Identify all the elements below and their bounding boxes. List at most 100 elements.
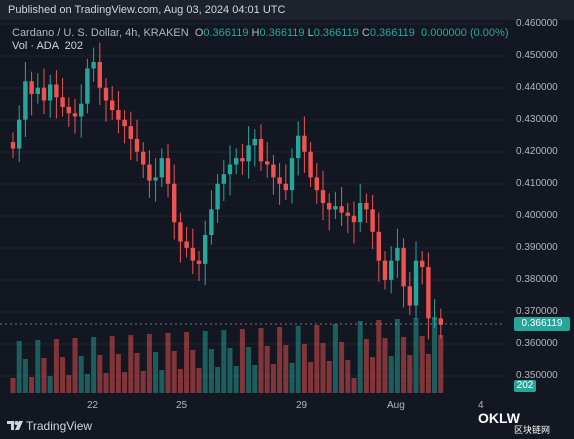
candle-body bbox=[271, 164, 276, 178]
candle-body bbox=[91, 62, 96, 69]
volume-bar bbox=[239, 329, 245, 393]
volume-bar bbox=[221, 330, 227, 393]
candle-body bbox=[221, 174, 226, 184]
volume-bar bbox=[91, 337, 97, 393]
volume-bar bbox=[363, 339, 369, 393]
candle-body bbox=[426, 267, 431, 319]
candle-body bbox=[345, 212, 350, 216]
tradingview-logo-icon bbox=[7, 421, 23, 430]
candle-body bbox=[35, 87, 40, 95]
candle-body bbox=[66, 106, 71, 114]
candle-body bbox=[240, 158, 245, 162]
volume-bar bbox=[432, 317, 438, 393]
price-axis-label: 0.460000 bbox=[516, 18, 558, 29]
candle-body bbox=[184, 241, 189, 248]
candle-body bbox=[153, 177, 158, 181]
volume-label: Vol · ADA bbox=[12, 40, 59, 52]
volume-bar bbox=[258, 328, 264, 393]
candle-body bbox=[401, 247, 406, 287]
candle-body bbox=[413, 260, 419, 306]
volume-bar bbox=[190, 350, 196, 393]
price-axis-label: 0.350000 bbox=[516, 370, 558, 381]
published-banner: Published on TradingView.com, Aug 03, 20… bbox=[0, 0, 574, 20]
candle-body bbox=[364, 203, 369, 210]
volume-value: 202 bbox=[64, 40, 83, 52]
low-value: 0.366119 bbox=[313, 27, 359, 39]
candle-body bbox=[358, 203, 363, 223]
symbol-legend[interactable]: Cardano / U. S. Dollar, 4h, KRAKEN O 0.36… bbox=[12, 26, 508, 40]
candle-body bbox=[370, 209, 375, 232]
candle-body bbox=[246, 145, 251, 162]
candle-body bbox=[283, 183, 288, 191]
candle-body bbox=[41, 87, 47, 101]
candle-body bbox=[190, 247, 195, 261]
open-label: O bbox=[194, 27, 204, 39]
candle-body bbox=[389, 260, 394, 280]
volume-bar bbox=[419, 336, 425, 393]
candle-body bbox=[209, 209, 214, 236]
candle-body bbox=[147, 164, 152, 181]
candle-body bbox=[159, 158, 164, 178]
volume-bar bbox=[438, 335, 444, 393]
high-value: 0.366119 bbox=[259, 27, 305, 39]
candle-body bbox=[128, 126, 133, 139]
volume-bar bbox=[407, 355, 413, 393]
candle-body bbox=[103, 87, 109, 101]
volume-bar bbox=[357, 321, 363, 393]
candle-body bbox=[141, 151, 146, 165]
volume-bar bbox=[326, 361, 332, 393]
volume-bar bbox=[252, 365, 258, 393]
close-label: C bbox=[361, 27, 370, 39]
time-axis-label: 29 bbox=[296, 400, 308, 411]
candle-body bbox=[165, 158, 171, 184]
price-axis-label: 0.430000 bbox=[516, 114, 558, 125]
volume-bar bbox=[401, 337, 407, 393]
volume-bar bbox=[370, 357, 376, 393]
volume-bar bbox=[270, 364, 276, 393]
volume-bar bbox=[134, 353, 140, 393]
volume-bar bbox=[140, 371, 146, 393]
volume-bar bbox=[345, 360, 351, 393]
candle-body bbox=[110, 100, 115, 111]
candle-body bbox=[79, 103, 84, 117]
candle-body bbox=[10, 142, 16, 149]
footer-brand: TradingView bbox=[26, 419, 93, 433]
candle-body bbox=[314, 177, 319, 191]
candle-body bbox=[48, 84, 53, 101]
volume-bar bbox=[171, 351, 177, 393]
watermark-text: OKLW bbox=[478, 410, 521, 426]
candle-body bbox=[116, 110, 121, 120]
change-value: 0.000000 (0.00%) bbox=[421, 27, 509, 39]
volume-bar bbox=[177, 369, 183, 393]
price-axis-label: 0.420000 bbox=[516, 146, 558, 157]
time-axis-label: 25 bbox=[176, 400, 188, 411]
candle-body bbox=[178, 222, 183, 242]
volume-bar bbox=[308, 362, 314, 393]
candle-body bbox=[420, 260, 425, 268]
volume-bar bbox=[22, 359, 28, 393]
candle-body bbox=[122, 119, 127, 127]
candle-body bbox=[215, 183, 220, 210]
volume-bar bbox=[332, 324, 338, 393]
volume-bar bbox=[388, 356, 394, 393]
volume-bar bbox=[301, 344, 307, 393]
volume-bar bbox=[314, 325, 320, 393]
volume-bar bbox=[283, 345, 289, 393]
candle-body bbox=[432, 318, 437, 320]
candle-body bbox=[308, 151, 313, 178]
candle-body bbox=[438, 318, 443, 325]
candle-body bbox=[296, 135, 301, 159]
volume-bar bbox=[208, 349, 214, 393]
symbol-title: Cardano / U. S. Dollar, 4h, KRAKEN bbox=[12, 27, 189, 39]
time-axis-label: Aug bbox=[387, 400, 405, 411]
volume-bar bbox=[53, 339, 59, 393]
volume-bar bbox=[84, 374, 90, 393]
volume-legend[interactable]: Vol · ADA 202 bbox=[12, 40, 83, 52]
candle-body bbox=[29, 81, 34, 95]
candle-body bbox=[252, 138, 257, 146]
volume-bar bbox=[202, 331, 208, 393]
volume-bar bbox=[16, 341, 22, 393]
volume-bar bbox=[382, 338, 388, 393]
candle-body bbox=[172, 183, 177, 223]
